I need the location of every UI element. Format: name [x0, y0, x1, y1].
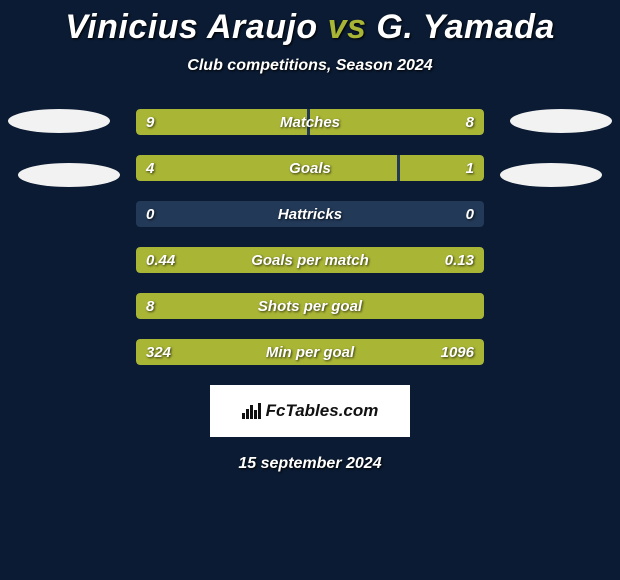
stat-row: 8Shots per goal	[136, 293, 484, 319]
player2-avatar-placeholder	[500, 163, 602, 187]
subtitle: Club competitions, Season 2024	[0, 57, 620, 75]
stat-row: 324Min per goal1096	[136, 339, 484, 365]
player1-avatar-placeholder	[8, 109, 110, 133]
stat-value-right: 1096	[441, 339, 474, 365]
stat-value-right: 0.13	[445, 247, 474, 273]
comparison-title: Vinicius Araujo vs G. Yamada	[0, 0, 620, 47]
stat-label: Goals per match	[136, 247, 484, 273]
player2-name: G. Yamada	[376, 8, 554, 46]
player1-avatar-placeholder	[18, 163, 120, 187]
stat-value-right: 0	[466, 201, 474, 227]
stat-rows: 9Matches8 4Goals1 0Hattricks0 0.44Goals per…	[136, 109, 484, 365]
vs-text: vs	[328, 8, 367, 46]
stat-value-right: 8	[466, 109, 474, 135]
stat-label: Min per goal	[136, 339, 484, 365]
stat-row: 0Hattricks0	[136, 201, 484, 227]
logo-text: FcTables.com	[266, 401, 379, 421]
stat-label: Shots per goal	[136, 293, 484, 319]
logo-bars-icon	[242, 403, 262, 419]
stat-row: 0.44Goals per match0.13	[136, 247, 484, 273]
player1-name: Vinicius Araujo	[65, 8, 317, 46]
stat-value-right: 1	[466, 155, 474, 181]
comparison-chart: 9Matches8 4Goals1 0Hattricks0 0.44Goals per…	[0, 109, 620, 365]
stat-label: Goals	[136, 155, 484, 181]
date-text: 15 september 2024	[0, 455, 620, 473]
stat-row: 4Goals1	[136, 155, 484, 181]
player2-avatar-placeholder	[510, 109, 612, 133]
stat-label: Matches	[136, 109, 484, 135]
fctables-logo: FcTables.com	[210, 385, 410, 437]
stat-label: Hattricks	[136, 201, 484, 227]
stat-row: 9Matches8	[136, 109, 484, 135]
